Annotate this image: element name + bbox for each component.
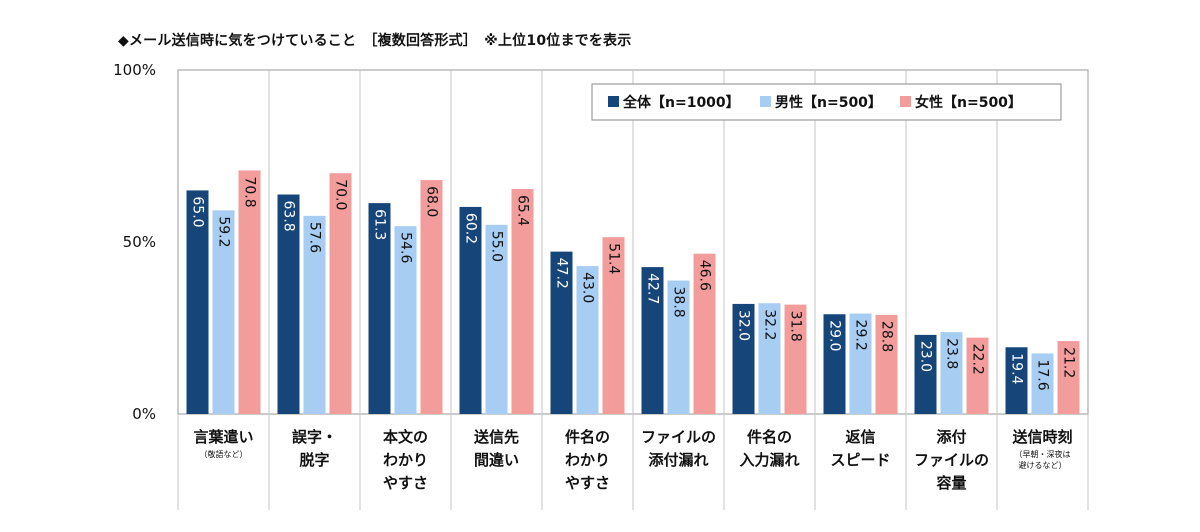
- bar: [849, 313, 872, 414]
- bar: [368, 203, 391, 414]
- bar: [875, 314, 898, 414]
- category-label: 容量: [935, 474, 966, 492]
- bar: [667, 280, 690, 414]
- category-note: （早朝・深夜は: [1015, 449, 1071, 459]
- data-label: 51.4: [606, 243, 622, 274]
- data-label: 32.0: [736, 310, 752, 341]
- legend-swatch: [760, 96, 771, 107]
- bar: [485, 224, 508, 414]
- category-label: 入力漏れ: [739, 451, 799, 469]
- bar: [186, 190, 209, 414]
- legend-label: 女性【n=500】: [915, 94, 1022, 111]
- category-label: わかり: [383, 451, 428, 469]
- data-label: 42.7: [645, 273, 661, 304]
- data-label: 21.2: [1061, 347, 1077, 378]
- data-label: 17.6: [1035, 359, 1051, 390]
- bar: [576, 266, 599, 414]
- bar: [277, 194, 300, 414]
- category-label: 送信先: [473, 428, 519, 446]
- category-label: 添付漏れ: [648, 451, 708, 469]
- data-label: 47.2: [554, 258, 570, 289]
- data-label: 23.0: [918, 341, 934, 372]
- data-label: 54.6: [398, 232, 414, 263]
- category-label: わかり: [565, 451, 610, 469]
- data-label: 60.2: [463, 213, 479, 244]
- data-label: 59.2: [216, 216, 232, 247]
- bar: [459, 206, 482, 414]
- category-label: ファイルの: [641, 428, 716, 446]
- category-label: 返信: [845, 428, 875, 446]
- data-label: 19.4: [1009, 353, 1025, 384]
- category-label: 脱字: [299, 451, 329, 469]
- data-label: 29.0: [827, 320, 843, 351]
- category-label: 件名の: [565, 428, 610, 446]
- bar: [602, 237, 625, 414]
- category-label: 間違い: [474, 451, 519, 469]
- chart-title: ◆メール送信時に気をつけていること ［複数回答形式］ ※上位10位までを表示: [118, 33, 632, 49]
- category-label: 本文の: [383, 428, 428, 446]
- category-note: 避けるなど）: [1019, 460, 1067, 470]
- legend-label: 全体【n=1000】: [622, 94, 740, 111]
- y-tick-label: 100%: [113, 61, 156, 79]
- data-label: 61.3: [372, 209, 388, 240]
- data-label: 57.6: [307, 222, 323, 253]
- y-tick-label: 0%: [132, 405, 156, 423]
- data-label: 29.2: [853, 320, 869, 351]
- bar: [238, 170, 261, 414]
- category-label: ファイルの: [914, 451, 989, 469]
- legend-swatch: [900, 96, 911, 107]
- bar: [758, 303, 781, 414]
- bar: [940, 332, 963, 414]
- bar: [823, 314, 846, 414]
- bar: [1005, 347, 1028, 414]
- bar: [1057, 341, 1080, 414]
- data-label: 55.0: [489, 231, 505, 262]
- bar: [212, 210, 235, 414]
- bar: [641, 267, 664, 414]
- bar: [732, 303, 755, 414]
- data-label: 22.2: [970, 344, 986, 375]
- data-label: 28.8: [879, 321, 895, 352]
- data-label: 43.0: [580, 272, 596, 303]
- category-label: 添付: [936, 428, 966, 446]
- data-label: 46.6: [697, 260, 713, 291]
- category-label: スピード: [830, 451, 890, 469]
- bar: [693, 253, 716, 414]
- category-note: （敬語など）: [200, 449, 248, 459]
- data-label: 65.0: [190, 196, 206, 227]
- legend-label: 男性【n=500】: [775, 94, 882, 111]
- bar: [1031, 353, 1054, 414]
- y-tick-label: 50%: [123, 233, 156, 251]
- category-label: 件名の: [747, 428, 792, 446]
- data-label: 38.8: [671, 287, 687, 318]
- bar: [914, 334, 937, 414]
- data-label: 70.0: [333, 179, 349, 210]
- data-label: 23.8: [944, 338, 960, 369]
- category-label: やすさ: [383, 474, 428, 492]
- category-label: 送信時刻: [1011, 428, 1072, 446]
- category-label: 言葉遣い: [193, 428, 253, 446]
- bar: [329, 173, 352, 414]
- category-label: やすさ: [565, 474, 610, 492]
- data-label: 68.0: [424, 186, 440, 217]
- bar: [550, 251, 573, 414]
- data-label: 32.2: [762, 309, 778, 340]
- category-label: 誤字・: [292, 428, 337, 446]
- data-label: 63.8: [281, 201, 297, 232]
- bar: [394, 226, 417, 414]
- legend-swatch: [608, 96, 619, 107]
- bar: [303, 215, 326, 414]
- data-label: 31.8: [788, 311, 804, 342]
- bar: [784, 304, 807, 414]
- data-label: 70.8: [242, 176, 258, 207]
- data-label: 65.4: [515, 195, 531, 226]
- legend-box: [591, 83, 1062, 121]
- bar: [966, 337, 989, 414]
- bar: [420, 180, 443, 414]
- bar: [511, 189, 534, 414]
